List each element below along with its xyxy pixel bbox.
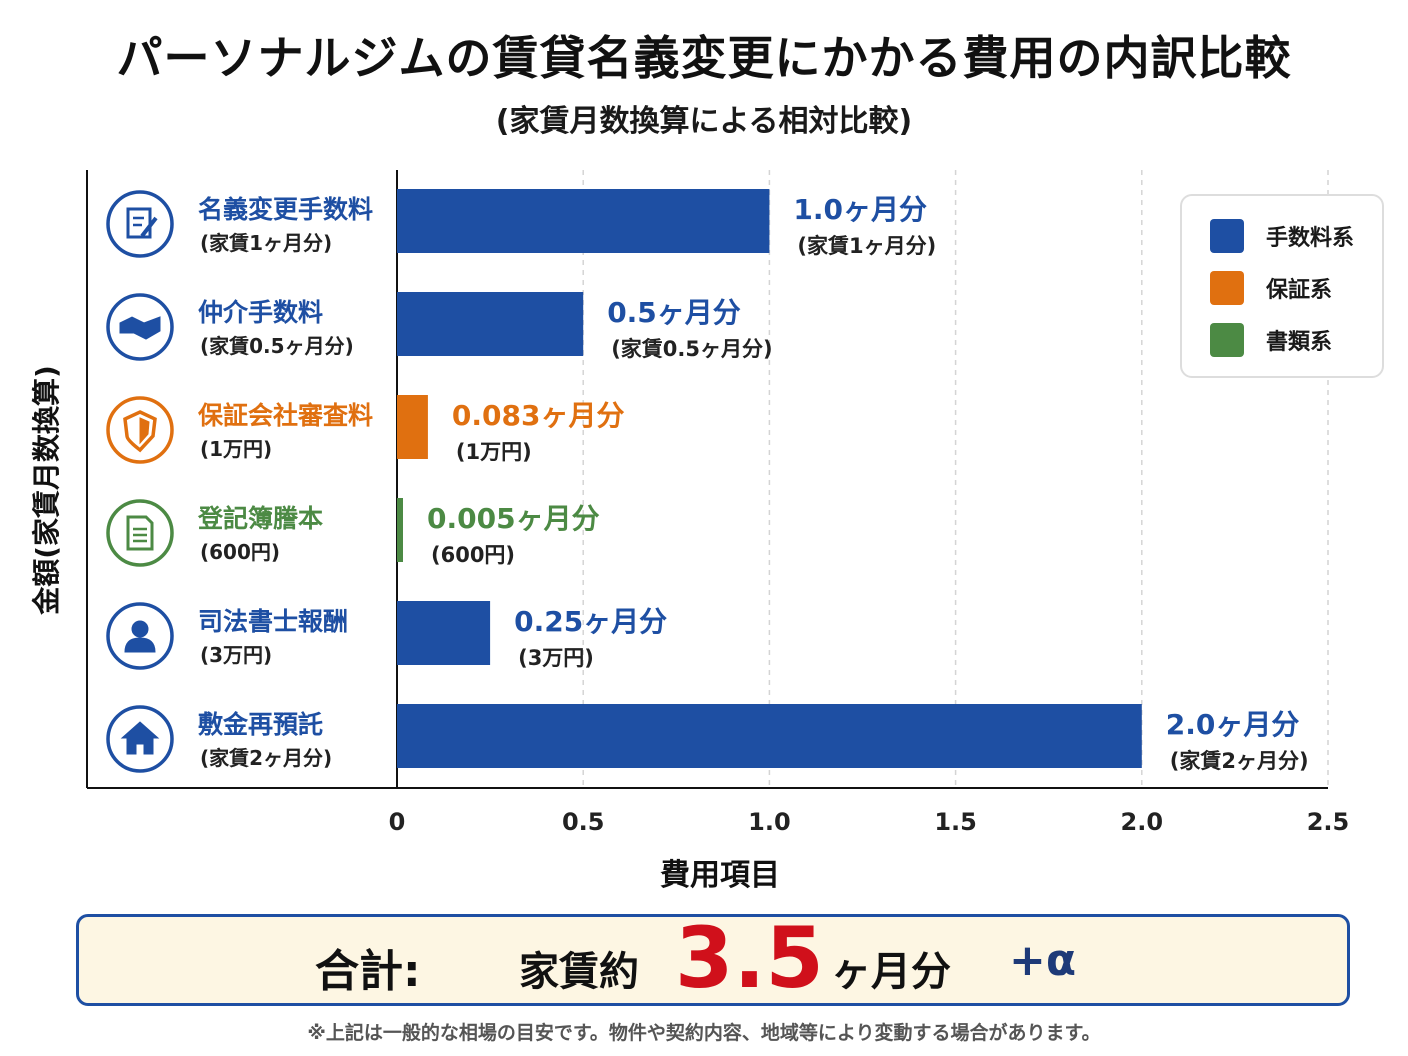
category-label: 司法書士報酬 [198,607,348,636]
total-label: 合計: [315,946,421,997]
chart-subtitle: (家賃月数換算による相対比較) [495,104,913,139]
category-label: 仲介手数料 [198,298,323,327]
legend-item-document: 書類系 [1210,322,1332,358]
legend-item-guarantee: 保証系 [1210,270,1332,306]
category-sublabel: (1万円) [200,437,272,461]
x-tick-label: 1.0 [748,808,791,836]
legend-item-fee: 手数料系 [1210,218,1354,254]
handshake-icon-glyph [119,316,161,340]
category-label: 保証会社審査料 [197,401,373,430]
chart-title: パーソナルジムの賃貸名義変更にかかる費用の内訳比較 [116,31,1292,85]
house-icon-glyph [120,721,160,755]
x-axis-title: 費用項目 [660,858,780,893]
category-sublabel: (家賃2ヶ月分) [200,746,332,770]
y-axis-title: 金額(家賃月数換算) [30,365,63,616]
total-box: 合計: 家賃約 3.5 ヶ月分 +α [76,909,1350,1007]
data-label: 1.0ヶ月分 [793,193,927,226]
category-sublabel: (家賃1ヶ月分) [200,231,332,255]
data-sublabel: (家賃1ヶ月分) [797,234,936,258]
legend-label-document: 書類系 [1266,330,1333,355]
data-sublabel: (1万円) [456,440,532,464]
data-label: 0.005ヶ月分 [427,502,600,535]
total-plus: +α [1009,935,1077,986]
data-label: 0.5ヶ月分 [607,296,741,329]
legend-label-fee: 手数料系 [1266,226,1355,251]
bar-chart: 0 0.5 1.0 1.5 2.0 2.5 費用項目 金額(家賃月数換算) 名義変更手数料 (家賃… [30,170,1350,893]
document-icon-glyph [126,515,154,551]
data-label: 2.0ヶ月分 [1166,708,1300,741]
bar [397,704,1142,768]
data-label: 0.083ヶ月分 [452,399,625,432]
legend-swatch-guarantee [1210,271,1244,305]
bar [397,292,584,356]
bar [397,189,770,253]
category-sublabel: (3万円) [200,643,272,667]
legend-swatch-document [1210,323,1244,357]
total-unit: ヶ月分 [831,949,951,995]
bar [397,498,403,562]
data-sublabel: (家賃2ヶ月分) [1170,749,1309,773]
total-prefix: 家賃約 [519,949,639,995]
x-tick-label: 0 [389,808,406,836]
document-edit-icon-glyph [126,207,158,239]
x-tick-label: 2.0 [1121,808,1164,836]
bar [397,601,491,665]
person-icon-glyph [124,620,156,653]
data-label: 0.25ヶ月分 [514,605,667,638]
category-label: 名義変更手数料 [198,195,373,224]
category-sublabel: (600円) [200,540,280,564]
legend-swatch-fee [1210,219,1244,253]
category-sublabel: (家賃0.5ヶ月分) [200,334,354,358]
data-sublabel: (600円) [431,543,515,567]
category-label: 登記簿謄本 [197,504,323,533]
x-tick-label: 1.5 [934,808,977,836]
legend-label-guarantee: 保証系 [1266,278,1333,303]
legend: 手数料系 保証系 書類系 [1180,194,1384,378]
footnote: ※上記は一般的な相場の目安です。物件や契約内容、地域等により変動する場合がありま… [307,1022,1101,1044]
x-tick-label: 2.5 [1307,808,1350,836]
bar [397,395,428,459]
x-tick-label: 0.5 [562,808,605,836]
data-sublabel: (家賃0.5ヶ月分) [611,337,772,361]
document-icon [106,499,174,567]
shield-icon-glyph [123,410,157,453]
category-label: 敷金再預託 [198,710,323,739]
data-sublabel: (3万円) [518,646,594,670]
total-value: 3.5 [675,909,824,1007]
